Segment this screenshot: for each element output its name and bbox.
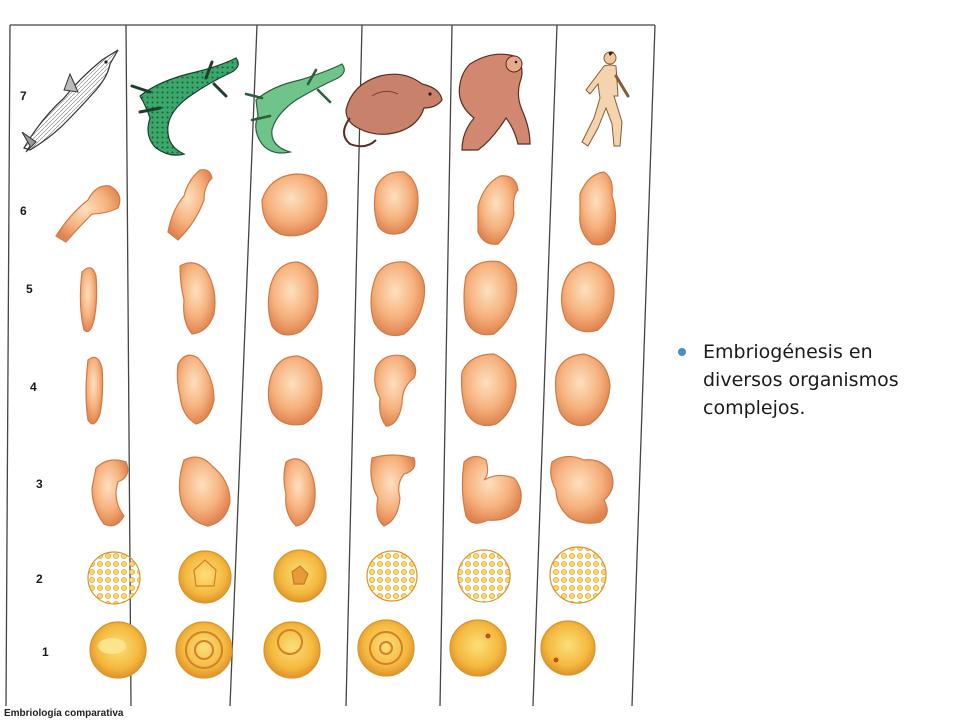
embryo-human-6 <box>579 171 617 246</box>
embryo-human-3 <box>550 455 614 524</box>
embryo-opossum-4 <box>374 354 417 427</box>
stage-labels: 7 6 5 4 3 2 1 <box>20 89 49 659</box>
row-stage-2 <box>87 546 607 605</box>
embryo-monkey-6 <box>477 175 519 245</box>
morula-opossum <box>366 550 418 602</box>
embryo-opossum-5 <box>370 261 426 337</box>
row-stage-5 <box>79 260 615 337</box>
bullet-text: Embriogénesis en diversos organismos com… <box>703 341 899 419</box>
bullet-item: Embriogénesis en diversos organismos com… <box>678 338 948 422</box>
morula-shark <box>87 551 141 605</box>
grid-lines <box>5 24 656 707</box>
embryo-lizard-6 <box>261 173 328 237</box>
shark-icon <box>21 49 119 153</box>
embryo-lizard-5 <box>267 261 319 336</box>
figure-caption: Embriología comparativa <box>4 708 124 719</box>
embryo-opossum-3 <box>370 454 416 527</box>
row-stage-1 <box>89 619 596 679</box>
salamander-icon <box>130 57 239 156</box>
embryo-human-5 <box>560 261 615 333</box>
embryo-shark-6 <box>55 185 121 243</box>
embryo-shark-4 <box>85 356 104 425</box>
stage-label-7: 7 <box>20 89 27 103</box>
human-icon <box>581 51 630 147</box>
row-stage-4 <box>85 353 611 427</box>
stage-label-3: 3 <box>36 477 43 491</box>
stage-label-6: 6 <box>20 204 27 218</box>
row-stage-3 <box>91 454 614 527</box>
embryo-lizard-4 <box>267 355 323 426</box>
embryo-monkey-3 <box>461 455 522 524</box>
stage-label-5: 5 <box>26 282 33 296</box>
embryo-lizard-3 <box>283 458 316 527</box>
embryo-monkey-4 <box>460 353 517 427</box>
egg-monkey <box>449 619 507 677</box>
embryo-salamander-3 <box>178 456 231 527</box>
opossum-icon <box>343 73 443 148</box>
embryo-salamander-5 <box>179 262 216 335</box>
row-adults <box>21 49 630 156</box>
embryo-monkey-5 <box>463 260 518 336</box>
monkey-icon <box>458 53 531 151</box>
stage-label-1: 1 <box>42 645 49 659</box>
embryo-shark-3 <box>91 459 129 527</box>
embryo-shark-5 <box>79 267 98 333</box>
comparative-embryology-figure: 7 6 5 4 3 2 1 <box>4 24 656 719</box>
embryo-salamander-4 <box>176 354 215 425</box>
stage-label-4: 4 <box>30 380 37 394</box>
stage-label-2: 2 <box>36 572 43 586</box>
egg-lizard <box>263 621 321 679</box>
morula-salamander <box>178 550 232 604</box>
embryo-opossum-6 <box>373 171 419 235</box>
bullet-dot-icon <box>678 348 686 356</box>
egg-human <box>540 620 596 676</box>
embryo-human-4 <box>554 353 611 427</box>
morula-monkey <box>457 549 511 603</box>
egg-opossum <box>357 619 415 677</box>
morula-human <box>549 546 607 604</box>
egg-salamander <box>175 621 233 679</box>
embryo-salamander-6 <box>167 169 213 241</box>
lizard-icon <box>244 63 345 154</box>
text-panel: Embriogénesis en diversos organismos com… <box>678 338 948 422</box>
row-stage-6 <box>55 169 617 246</box>
